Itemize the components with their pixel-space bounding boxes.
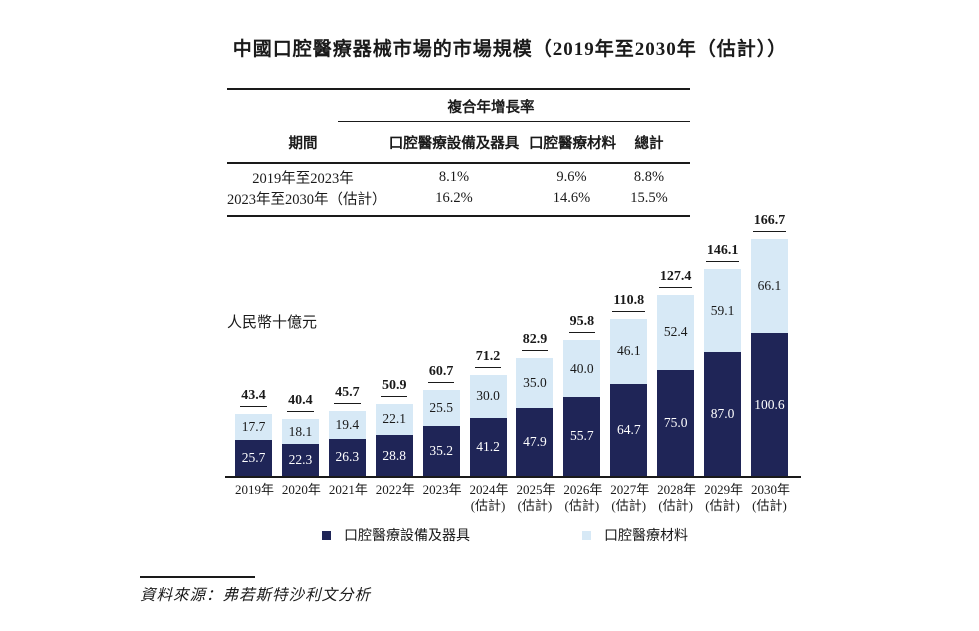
x-axis-tick-label: 2025年 (估計) <box>516 482 556 513</box>
source-note: 資料來源：弗若斯特沙利文分析 <box>140 587 372 604</box>
bar-group: 50.9 22.1 28.8 <box>375 378 413 476</box>
table-rows: 2019年至2023年 8.1% 9.6% 8.8% 2023年至2030年（估計） 16… <box>227 164 690 215</box>
materials-segment: 40.0 <box>563 340 601 397</box>
x-axis-tick-label: 2030年 (估計) <box>750 482 790 513</box>
page-title: 中國口腔醫療器械市場的市場規模（2019年至2030年（估計）） <box>232 39 788 60</box>
table-cell: 8.8% <box>633 169 665 185</box>
bar-total-label: 95.8 <box>568 314 596 334</box>
column-header-equipment: 口腔醫療設備及器具 <box>388 135 520 152</box>
table-cell: 15.5% <box>630 190 668 206</box>
equipment-segment: 35.2 <box>422 426 460 476</box>
materials-segment: 35.0 <box>516 358 554 408</box>
bar-total-label: 166.7 <box>752 213 787 233</box>
bar-total-label: 110.8 <box>612 293 646 312</box>
equipment-segment: 47.9 <box>516 407 554 476</box>
x-axis-tick-label: 2023年 <box>422 482 462 497</box>
equipment-segment: 64.7 <box>610 384 648 476</box>
table-cell: 2023年至2030年（估計） <box>227 192 387 208</box>
column-header-period: 期間 <box>288 135 318 152</box>
table-cell: 2019年至2023年 <box>252 171 354 187</box>
cagr-table: 複合年增長率 期間 口腔醫療設備及器具 口腔醫療材料 總計 2019年至2023… <box>227 88 690 217</box>
materials-segment: 25.5 <box>422 389 460 427</box>
legend-label-materials: 口腔醫療材料 <box>604 529 688 544</box>
cagr-header: 複合年增長率 <box>338 90 690 122</box>
x-axis-tick-label: 2028年 (估計) <box>657 482 697 513</box>
table-cell: 8.1% <box>438 169 470 185</box>
materials-segment: 52.4 <box>657 295 695 370</box>
source-divider <box>140 576 255 578</box>
x-axis-tick-label: 2022年 <box>375 482 415 497</box>
table-row: 2023年至2030年（估計） 16.2% 14.6% 15.5% <box>227 188 690 209</box>
bar-group: 146.1 59.1 87.0 <box>704 243 742 476</box>
legend-item-equipment: 口腔醫療設備及器具 <box>322 525 470 545</box>
bar-chart: 43.4 17.7 25.7 40.4 18.1 22.3 45.7 19.4 26.3 50.9… <box>235 205 788 476</box>
x-axis-line <box>225 476 801 478</box>
legend-label-equipment: 口腔醫療設備及器具 <box>344 529 470 544</box>
legend-swatch-equipment-icon <box>322 530 331 540</box>
bar-total-label: 40.4 <box>287 393 314 412</box>
bar-total-label: 45.7 <box>334 385 361 405</box>
equipment-segment: 26.3 <box>328 438 366 476</box>
legend-swatch-materials-icon <box>582 530 591 540</box>
y-axis-unit-label: 人民幣十億元 <box>227 315 318 331</box>
x-axis-labels: 2019年 2020年 2021年 2022年 2023年 2024年 (估計) 2… <box>235 482 790 513</box>
bar-group: 60.7 25.5 35.2 <box>422 364 460 476</box>
bar-group: 110.8 46.1 64.7 <box>610 293 648 476</box>
table-cell: 14.6% <box>552 190 591 206</box>
materials-segment: 66.1 <box>750 239 788 334</box>
equipment-segment: 41.2 <box>469 417 507 476</box>
x-axis-tick-label: 2027年 (估計) <box>610 482 650 513</box>
bar-group: 95.8 40.0 55.7 <box>563 314 601 476</box>
bar-group: 127.4 52.4 75.0 <box>657 269 695 476</box>
column-header-total: 總計 <box>634 135 664 152</box>
materials-segment: 59.1 <box>704 268 742 353</box>
materials-segment: 19.4 <box>328 411 366 439</box>
x-axis-tick-label: 2029年 (估計) <box>704 482 744 513</box>
materials-segment: 30.0 <box>469 374 507 418</box>
bar-total-label: 127.4 <box>658 269 693 289</box>
bar-total-label: 43.4 <box>240 388 267 408</box>
equipment-segment: 22.3 <box>281 444 319 476</box>
bar-total-label: 50.9 <box>380 378 408 397</box>
bar-group: 43.4 17.7 25.7 <box>235 388 272 476</box>
bar-total-label: 82.9 <box>521 332 549 352</box>
materials-segment: 18.1 <box>281 418 319 445</box>
bar-total-label: 146.1 <box>705 243 740 262</box>
equipment-segment: 75.0 <box>657 369 695 476</box>
equipment-segment: 100.6 <box>750 333 788 476</box>
bar-group: 82.9 35.0 47.9 <box>516 332 554 476</box>
table-header-row: 期間 口腔醫療設備及器具 口腔醫療材料 總計 <box>227 122 690 164</box>
equipment-segment: 25.7 <box>235 439 272 476</box>
equipment-segment: 87.0 <box>704 352 742 476</box>
legend-item-materials: 口腔醫療材料 <box>582 525 688 545</box>
table-row: 2019年至2023年 8.1% 9.6% 8.8% <box>227 167 690 188</box>
x-axis-tick-label: 2019年 <box>235 482 275 497</box>
column-header-materials: 口腔醫療材料 <box>529 135 616 152</box>
materials-segment: 17.7 <box>235 414 272 440</box>
bar-group: 71.2 30.0 41.2 <box>469 349 507 476</box>
bar-total-label: 60.7 <box>427 364 455 383</box>
x-axis-tick-label: 2020年 <box>281 482 321 497</box>
x-axis-tick-label: 2021年 <box>328 482 368 497</box>
x-axis-tick-label: 2024年 (估計) <box>469 482 509 513</box>
x-axis-tick-label: 2026年 (估計) <box>563 482 603 513</box>
bar-total-label: 71.2 <box>474 349 502 368</box>
equipment-segment: 28.8 <box>375 435 413 476</box>
table-cell: 9.6% <box>556 169 587 185</box>
materials-segment: 22.1 <box>375 403 413 436</box>
bar-group: 45.7 19.4 26.3 <box>328 385 366 476</box>
materials-segment: 46.1 <box>610 318 648 385</box>
bar-group: 166.7 66.1 100.6 <box>750 213 788 476</box>
table-cell: 16.2% <box>435 190 473 206</box>
equipment-segment: 55.7 <box>563 396 601 476</box>
bar-group: 40.4 18.1 22.3 <box>281 393 319 476</box>
